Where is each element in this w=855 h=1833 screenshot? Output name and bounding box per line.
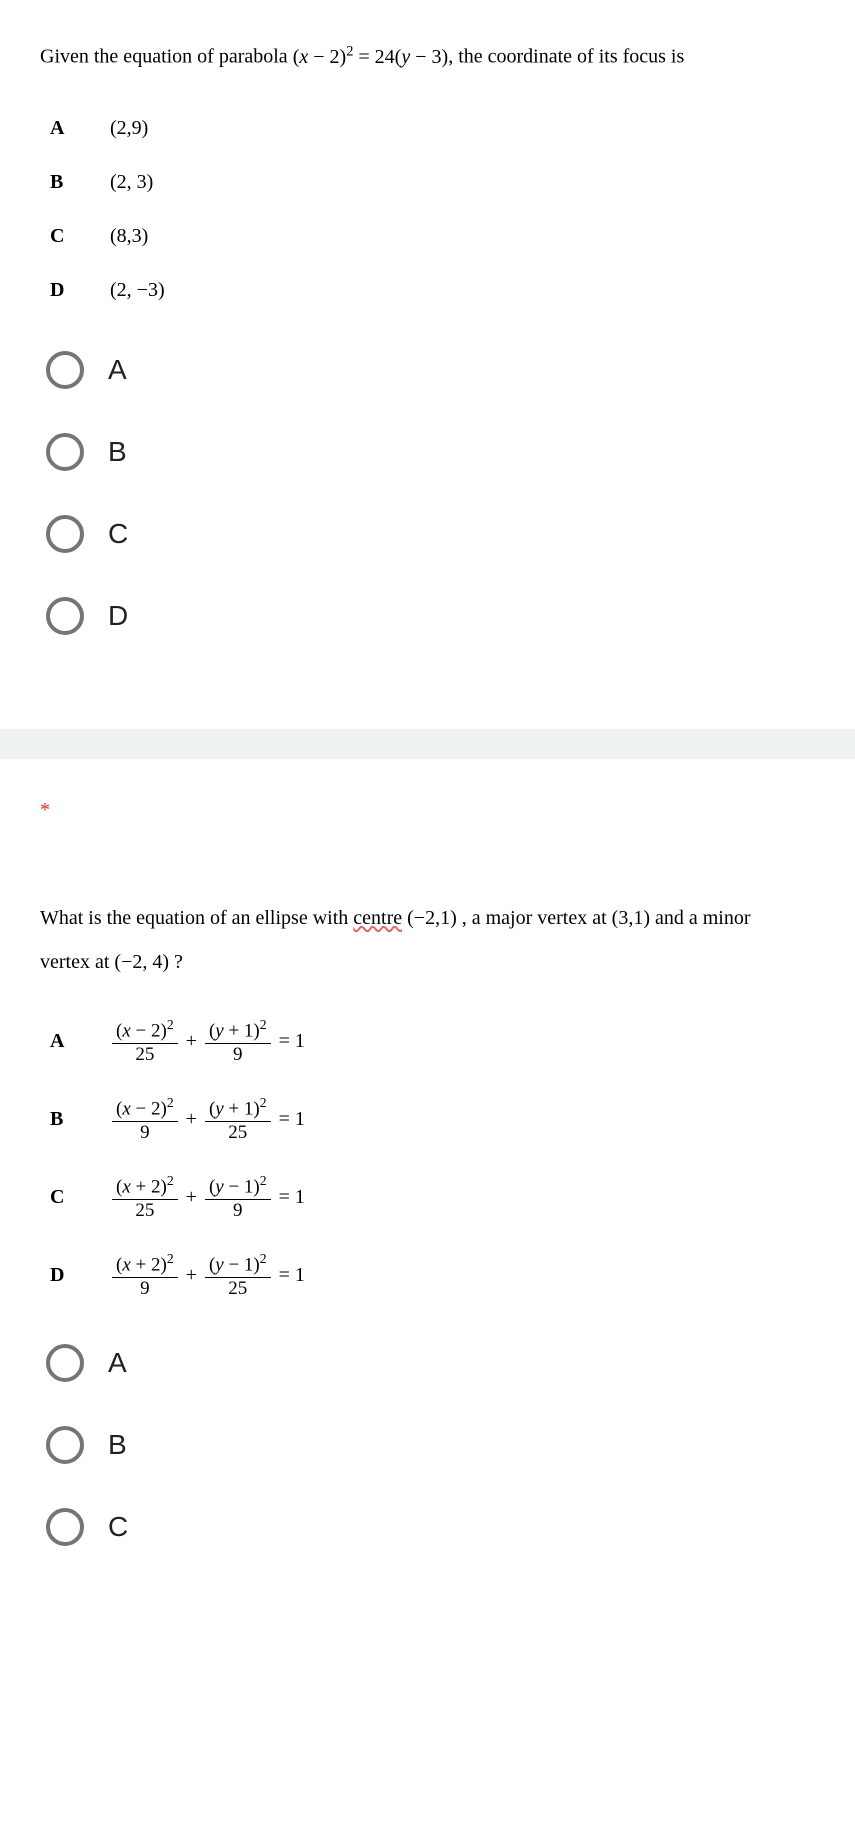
answer-label: B bbox=[50, 171, 110, 194]
plus-sign: + bbox=[186, 1264, 197, 1287]
numerator: (x + 2)2 bbox=[112, 1173, 178, 1200]
answer-label: C bbox=[50, 1186, 110, 1209]
fraction-1: (x − 2)2 9 bbox=[112, 1095, 178, 1145]
radio-circle-icon bbox=[46, 351, 84, 389]
radio-option-a[interactable]: A bbox=[46, 1344, 815, 1382]
radio-option-b[interactable]: B bbox=[46, 433, 815, 471]
radio-circle-icon bbox=[46, 1508, 84, 1546]
q2-centre-word: centre bbox=[353, 907, 402, 929]
q2-prompt-pre: What is the equation of an ellipse with bbox=[40, 907, 353, 929]
denominator: 25 bbox=[224, 1278, 251, 1301]
radio-circle-icon bbox=[46, 597, 84, 635]
q2-answer-row: D (x + 2)2 9 + (y − 1)2 25 = 1 bbox=[50, 1248, 815, 1304]
equals-one: = 1 bbox=[279, 1186, 305, 1209]
answer-equation: (x − 2)2 9 + (y + 1)2 25 = 1 bbox=[110, 1095, 311, 1145]
radio-circle-icon bbox=[46, 433, 84, 471]
fraction-1: (x + 2)2 25 bbox=[112, 1173, 178, 1223]
numerator: (y + 1)2 bbox=[205, 1095, 271, 1122]
fraction-2: (y + 1)2 9 bbox=[205, 1017, 271, 1067]
answer-label: A bbox=[50, 1030, 110, 1053]
page: Given the equation of parabola (x − 2)2 … bbox=[0, 0, 855, 1620]
q1-answer-row: C (8,3) bbox=[50, 217, 815, 257]
radio-circle-icon bbox=[46, 1344, 84, 1382]
denominator: 9 bbox=[229, 1044, 247, 1067]
denominator: 25 bbox=[224, 1122, 251, 1145]
answer-label: A bbox=[50, 117, 110, 140]
q1-radio-group: A B C D bbox=[46, 351, 815, 635]
denominator: 9 bbox=[136, 1122, 154, 1145]
radio-option-c[interactable]: C bbox=[46, 515, 815, 553]
answer-equation: (x − 2)2 25 + (y + 1)2 9 = 1 bbox=[110, 1017, 311, 1067]
q2-prompt-line1: What is the equation of an ellipse with … bbox=[40, 902, 815, 934]
answer-equation: (x + 2)2 9 + (y − 1)2 25 = 1 bbox=[110, 1251, 311, 1301]
q2-prompt: What is the equation of an ellipse with … bbox=[40, 902, 815, 978]
fraction-1: (x + 2)2 9 bbox=[112, 1251, 178, 1301]
numerator: (y − 1)2 bbox=[205, 1251, 271, 1278]
answer-label: C bbox=[50, 225, 110, 248]
radio-option-c[interactable]: C bbox=[46, 1508, 815, 1546]
fraction-2: (y + 1)2 25 bbox=[205, 1095, 271, 1145]
q1-answer-row: B (2, 3) bbox=[50, 163, 815, 203]
answer-label: D bbox=[50, 279, 110, 302]
q1-answer-list: A (2,9) B (2, 3) C (8,3) D (2, −3) bbox=[50, 109, 815, 311]
q2-radio-group: A B C bbox=[46, 1344, 815, 1546]
answer-label: D bbox=[50, 1264, 110, 1287]
equals-one: = 1 bbox=[279, 1108, 305, 1131]
radio-label: A bbox=[108, 1347, 127, 1379]
radio-label: B bbox=[108, 1429, 127, 1461]
radio-label: A bbox=[108, 354, 127, 386]
radio-label: B bbox=[108, 436, 127, 468]
q1-answer-row: A (2,9) bbox=[50, 109, 815, 149]
answer-equation: (x + 2)2 25 + (y − 1)2 9 = 1 bbox=[110, 1173, 311, 1223]
q1-prompt-post: , the coordinate of its focus is bbox=[448, 46, 684, 68]
radio-label: C bbox=[108, 518, 128, 550]
question-2: What is the equation of an ellipse with … bbox=[0, 862, 855, 1620]
radio-label: D bbox=[108, 600, 128, 632]
numerator: (x − 2)2 bbox=[112, 1095, 178, 1122]
q2-answer-row: B (x − 2)2 9 + (y + 1)2 25 = 1 bbox=[50, 1092, 815, 1148]
radio-option-b[interactable]: B bbox=[46, 1426, 815, 1464]
numerator: (y + 1)2 bbox=[205, 1017, 271, 1044]
q1-answer-row: D (2, −3) bbox=[50, 271, 815, 311]
denominator: 9 bbox=[136, 1278, 154, 1301]
radio-circle-icon bbox=[46, 515, 84, 553]
radio-circle-icon bbox=[46, 1426, 84, 1464]
q1-prompt-pre: Given the equation of parabola bbox=[40, 46, 293, 68]
q2-answer-row: A (x − 2)2 25 + (y + 1)2 9 = 1 bbox=[50, 1014, 815, 1070]
answer-value: (2, −3) bbox=[110, 279, 165, 302]
plus-sign: + bbox=[186, 1030, 197, 1053]
answer-value: (2, 3) bbox=[110, 171, 153, 194]
section-divider bbox=[0, 729, 855, 759]
question-1: Given the equation of parabola (x − 2)2 … bbox=[0, 0, 855, 709]
plus-sign: + bbox=[186, 1186, 197, 1209]
q2-answer-row: C (x + 2)2 25 + (y − 1)2 9 = 1 bbox=[50, 1170, 815, 1226]
numerator: (x + 2)2 bbox=[112, 1251, 178, 1278]
answer-value: (8,3) bbox=[110, 225, 148, 248]
denominator: 25 bbox=[131, 1044, 158, 1067]
fraction-2: (y − 1)2 9 bbox=[205, 1173, 271, 1223]
radio-option-a[interactable]: A bbox=[46, 351, 815, 389]
radio-option-d[interactable]: D bbox=[46, 597, 815, 635]
plus-sign: + bbox=[186, 1108, 197, 1131]
fraction-1: (x − 2)2 25 bbox=[112, 1017, 178, 1067]
q2-prompt-post: (−2,1) , a major vertex at (3,1) and a m… bbox=[402, 907, 750, 929]
q2-answer-list: A (x − 2)2 25 + (y + 1)2 9 = 1 B bbox=[50, 1014, 815, 1304]
fraction-2: (y − 1)2 25 bbox=[205, 1251, 271, 1301]
q1-prompt: Given the equation of parabola (x − 2)2 … bbox=[40, 40, 815, 73]
equals-one: = 1 bbox=[279, 1030, 305, 1053]
equals-one: = 1 bbox=[279, 1264, 305, 1287]
numerator: (y − 1)2 bbox=[205, 1173, 271, 1200]
numerator: (x − 2)2 bbox=[112, 1017, 178, 1044]
answer-label: B bbox=[50, 1108, 110, 1131]
answer-value: (2,9) bbox=[110, 117, 148, 140]
denominator: 25 bbox=[131, 1200, 158, 1223]
q2-prompt-line2: vertex at (−2, 4) ? bbox=[40, 946, 815, 978]
denominator: 9 bbox=[229, 1200, 247, 1223]
radio-label: C bbox=[108, 1511, 128, 1543]
required-indicator: * bbox=[0, 799, 855, 862]
q1-prompt-eq: (x − 2)2 = 24(y − 3) bbox=[293, 46, 449, 68]
